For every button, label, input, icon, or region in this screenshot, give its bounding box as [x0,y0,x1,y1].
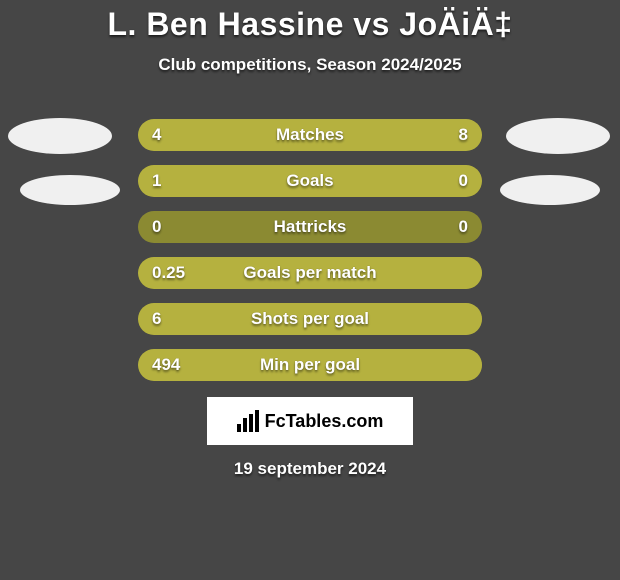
stat-rows: 4 Matches 8 1 Goals 0 0 Hattricks 0 0.25… [138,119,482,381]
stat-value-right: 0 [459,165,468,197]
brand-badge[interactable]: FcTables.com [207,397,413,445]
stat-row-matches: 4 Matches 8 [138,119,482,151]
stat-row-hattricks: 0 Hattricks 0 [138,211,482,243]
stat-label: Goals per match [138,257,482,289]
player-left-avatar [8,118,112,154]
stat-value-right: 8 [459,119,468,151]
bar-chart-icon [237,410,259,432]
brand-label: FcTables.com [265,411,384,432]
page-title: L. Ben Hassine vs JoÄiÄ‡ [107,6,512,43]
footer-date: 19 september 2024 [234,459,386,479]
stat-label: Shots per goal [138,303,482,335]
stat-row-goals-per-match: 0.25 Goals per match [138,257,482,289]
stat-label: Matches [138,119,482,151]
stat-label: Min per goal [138,349,482,381]
page-subtitle: Club competitions, Season 2024/2025 [158,55,461,75]
stat-row-goals: 1 Goals 0 [138,165,482,197]
stat-value-right: 0 [459,211,468,243]
stat-row-shots-per-goal: 6 Shots per goal [138,303,482,335]
player-left-club-badge [20,175,120,205]
stat-row-min-per-goal: 494 Min per goal [138,349,482,381]
stat-label: Hattricks [138,211,482,243]
stat-label: Goals [138,165,482,197]
player-right-club-badge [500,175,600,205]
player-right-avatar [506,118,610,154]
comparison-card: L. Ben Hassine vs JoÄiÄ‡ Club competitio… [0,0,620,580]
